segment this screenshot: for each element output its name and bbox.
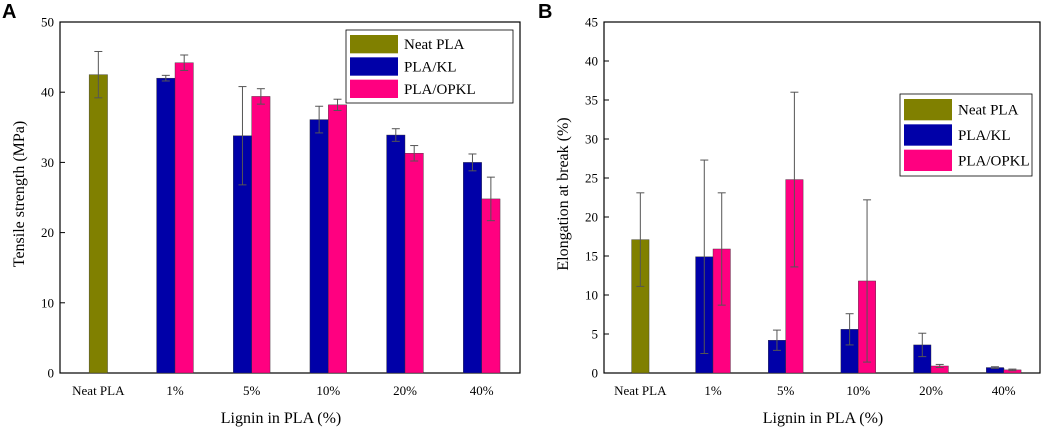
panel-a-y-tick-label: 0 xyxy=(48,366,55,381)
panel-b-x-tick-label: 5% xyxy=(777,383,795,398)
panel-b-y-tick-label: 5 xyxy=(592,327,599,342)
panel-b-axes-frame xyxy=(603,21,1041,374)
panel-b-y-tick-label: 15 xyxy=(585,249,598,264)
panel-a-bar-kl-1 xyxy=(156,77,176,374)
panel-b-y-tick-label: 30 xyxy=(585,132,598,147)
panel-a-x-tick-label: 1% xyxy=(166,383,184,398)
panel-b-x-tick-label: 40% xyxy=(992,383,1016,398)
panel-a-bar-neat-0 xyxy=(88,74,108,374)
panel-a-x-tick-label: Neat PLA xyxy=(72,383,125,398)
panel-b-legend-label-kl: PLA/KL xyxy=(958,128,1011,144)
panel-a-legend-swatch-opkl xyxy=(350,79,398,98)
panel-b-legend-label-opkl: PLA/OPKL xyxy=(958,153,1030,169)
panel-a-bar-kl-5 xyxy=(463,162,482,374)
panel-a-bar-opkl-3 xyxy=(328,104,347,374)
panel-a-y-axis-label: Tensile strength (MPa) xyxy=(11,121,28,267)
panel-a-y-tick-label: 50 xyxy=(41,15,54,30)
panel-a-bar-kl-3 xyxy=(309,119,329,374)
panel-a-legend: Neat PLA PLA/KL PLA/OPKL xyxy=(345,29,514,104)
panel-b-plot-area: 0 5 10 15 20 25 30 35 40 45 Neat PLA 1% 5% 10% 20% 40% N… xyxy=(585,15,1041,398)
panel-b-y-axis-label: Elongation at break (%) xyxy=(555,117,572,270)
panel-a-legend-label-opkl: PLA/OPKL xyxy=(404,82,476,98)
panel-a-x-tick-label: 20% xyxy=(393,383,417,398)
panel-a-y-tick-label: 40 xyxy=(41,85,54,100)
panel-b-x-tick-label: 10% xyxy=(846,383,870,398)
panel-b-legend-swatch-kl xyxy=(904,124,952,146)
panel-a-legend-label-neat: Neat PLA xyxy=(404,37,465,53)
panel-b-legend-swatch-opkl xyxy=(904,149,952,171)
panel-b-legend-label-neat: Neat PLA xyxy=(958,103,1019,119)
panel-b-legend: Neat PLA PLA/KL PLA/OPKL xyxy=(899,93,1033,177)
panel-a-x-tick-label: 10% xyxy=(316,383,340,398)
panel-b-y-tick-label: 0 xyxy=(592,366,599,381)
panel-a-bar-opkl-4 xyxy=(404,153,424,374)
panel-b-y-tick-label: 35 xyxy=(585,93,598,108)
panel-a-x-tick-label: 5% xyxy=(243,383,261,398)
panel-b-y-tick-label: 10 xyxy=(585,288,598,303)
panel-b-legend-swatch-neat xyxy=(904,99,952,121)
panel-a-y-tick-label: 30 xyxy=(41,155,54,170)
panel-b-x-axis-label: Lignin in PLA (%) xyxy=(763,410,883,427)
panel-b-y-tick-label: 45 xyxy=(585,15,598,30)
panel-b-y-tick-label: 40 xyxy=(585,54,598,69)
panel-a-legend-swatch-kl xyxy=(350,57,398,76)
panel-a-bar-kl-4 xyxy=(386,134,406,374)
panel-b-x-tick-label: Neat PLA xyxy=(614,383,667,398)
panel-a-y-tick-label: 20 xyxy=(41,225,54,240)
panel-b-y-tick-label: 25 xyxy=(585,171,598,186)
panel-a-bar-opkl-5 xyxy=(481,198,501,374)
panel-a-y-tick-label: 10 xyxy=(41,295,54,310)
panel-a-bar-opkl-1 xyxy=(174,62,194,374)
panel-b-letter: B xyxy=(538,1,552,23)
panel-a-x-tick-label: 40% xyxy=(470,383,494,398)
panel-a-legend-label-kl: PLA/KL xyxy=(404,60,457,76)
panel-a-legend-swatch-neat xyxy=(350,35,398,54)
panel-a-chart: A Tensile strength (MPa) Lignin in PLA (… xyxy=(2,1,521,427)
panel-a-letter: A xyxy=(2,1,16,23)
panel-a-plot-area: 0 10 20 30 40 50 Neat PLA 1% 5% 10% 20% 40% Neat PLA… xyxy=(41,15,521,398)
panel-a-x-axis-label: Lignin in PLA (%) xyxy=(221,410,341,427)
panel-b-y-tick-label: 20 xyxy=(585,210,598,225)
panel-b-chart: B Elongation at break (%) Lignin in PLA … xyxy=(538,1,1041,427)
panel-a-bar-opkl-2 xyxy=(251,96,271,374)
panel-b-x-tick-label: 20% xyxy=(919,383,943,398)
panel-a-axes-frame xyxy=(59,21,521,374)
panel-b-x-tick-label: 1% xyxy=(704,383,722,398)
